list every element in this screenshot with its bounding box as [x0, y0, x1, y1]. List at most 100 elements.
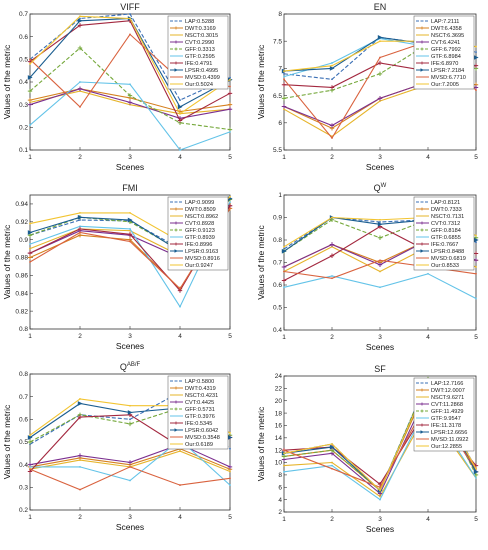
chart-title-main: EN	[374, 2, 387, 12]
data-point	[127, 460, 133, 465]
x-tick-label: 5	[228, 333, 232, 340]
legend-entry: DWT:0.3169	[185, 26, 216, 32]
y-tick-label: 0.7	[273, 260, 282, 267]
data-point	[79, 231, 81, 234]
legend-entry: MVSD:0.4399	[185, 75, 220, 81]
data-point	[79, 488, 81, 491]
legend-entry: NSCT:6.3695	[431, 33, 464, 39]
y-tick-label: 0.2	[19, 507, 28, 514]
x-tick-label: 3	[128, 514, 132, 521]
data-point	[129, 240, 131, 243]
legend: LAP:0.5288DWT:0.3169NSCT:0.3015CVT:0.299…	[167, 15, 229, 90]
y-tick-label: 6	[278, 484, 282, 491]
data-point	[29, 243, 31, 246]
legend-entry: LAP:0.5800	[185, 379, 214, 385]
chart-title-main: SF	[374, 364, 386, 374]
data-point	[179, 305, 181, 308]
data-point	[229, 447, 231, 450]
chart-panel-1: 0.1 0.2 0.3 0.4 0.5 0.6 0.7 1 2 3 4 5 VIFF Scenes Valu…	[2, 2, 233, 172]
chart-title: QAB/F	[120, 362, 141, 372]
data-point	[27, 250, 33, 256]
legend-marker	[174, 407, 178, 411]
legend-entry: LAP:7.2111	[431, 19, 459, 25]
data-point	[179, 149, 181, 151]
x-tick-label: 1	[282, 334, 286, 341]
data-point	[379, 270, 381, 273]
chart-panel-4: 0.4 0.5 0.6 0.7 0.8 0.9 1 1 2 3 4 5 QW Scenes Values o…	[256, 183, 479, 352]
legend: LAP:0.5800DWT:0.4319NSCT:0.4231CVT:0.442…	[167, 375, 229, 450]
x-tick-label: 3	[128, 333, 132, 340]
data-point	[79, 219, 81, 221]
y-tick-label: 12	[275, 447, 283, 454]
legend-marker	[420, 221, 424, 225]
legend-entry: LAP:0.5288	[185, 19, 214, 25]
data-point	[127, 410, 133, 415]
legend-marker	[174, 207, 178, 211]
data-point	[229, 78, 231, 81]
data-point	[475, 477, 477, 479]
data-point	[329, 66, 335, 71]
data-point	[229, 477, 231, 480]
y-tick-label: 0.5	[19, 439, 28, 446]
y-axis-label: Values of the metric	[256, 225, 266, 300]
x-tick-label: 5	[228, 514, 232, 521]
data-point	[473, 251, 479, 256]
y-axis-label: Values of the metric	[2, 44, 12, 119]
x-axis-label: Scenes	[116, 341, 144, 351]
legend-entry: GFF:0.8184	[431, 228, 461, 234]
legend-entry: GFF:11.4929	[431, 409, 464, 415]
data-point	[331, 467, 333, 470]
x-axis-label: Scenes	[366, 342, 394, 352]
data-point	[283, 449, 285, 452]
x-tick-label: 1	[28, 154, 32, 161]
legend-entry: CVT:0.7312	[431, 221, 460, 227]
data-point	[281, 264, 287, 270]
data-point	[283, 245, 285, 248]
data-point	[379, 218, 381, 221]
data-point	[379, 286, 381, 289]
data-point	[129, 17, 131, 20]
data-point	[379, 486, 381, 489]
y-tick-label: 0.3	[19, 102, 28, 109]
chart-title: QW	[374, 183, 387, 193]
legend-marker	[420, 242, 424, 246]
data-point	[177, 118, 183, 123]
data-point	[129, 13, 131, 15]
data-point	[27, 255, 33, 260]
data-point	[473, 469, 479, 475]
data-point	[77, 45, 83, 51]
legend-entry: MVSD:0.3548	[185, 435, 220, 441]
data-point	[229, 432, 231, 434]
y-tick-label: 7.5	[273, 38, 282, 45]
legend-marker	[420, 207, 424, 211]
data-point	[475, 266, 477, 268]
data-point	[377, 262, 383, 267]
data-point	[29, 222, 31, 225]
data-point	[77, 18, 83, 24]
x-axis-label: Scenes	[366, 162, 394, 172]
legend-marker	[174, 61, 178, 65]
data-point	[77, 453, 83, 458]
legend-entry: DWT:12.0007	[431, 388, 465, 394]
x-tick-label: 2	[330, 334, 334, 341]
legend-marker	[174, 242, 178, 246]
series-gtf	[29, 81, 231, 151]
series-gff	[27, 45, 233, 132]
legend-marker	[420, 249, 424, 253]
data-point	[79, 15, 81, 18]
legend-entry: NSCT:0.8962	[185, 214, 218, 220]
data-point	[177, 104, 183, 110]
chart-panel-2: 5.5 6 6.5 7 7.5 8 1 2 3 4 5 EN Scenes Values of the m…	[256, 2, 479, 172]
chart-title-superscript: W	[381, 183, 387, 189]
data-point	[281, 104, 287, 109]
data-point	[331, 464, 333, 467]
y-tick-label: 0.84	[15, 290, 28, 297]
x-tick-label: 5	[228, 154, 232, 161]
y-tick-label: 0.6	[273, 282, 282, 289]
legend-marker	[420, 68, 424, 72]
x-tick-label: 1	[28, 333, 32, 340]
data-point	[79, 81, 81, 83]
y-tick-label: 0.1	[19, 147, 28, 154]
y-tick-label: 4	[278, 497, 282, 504]
